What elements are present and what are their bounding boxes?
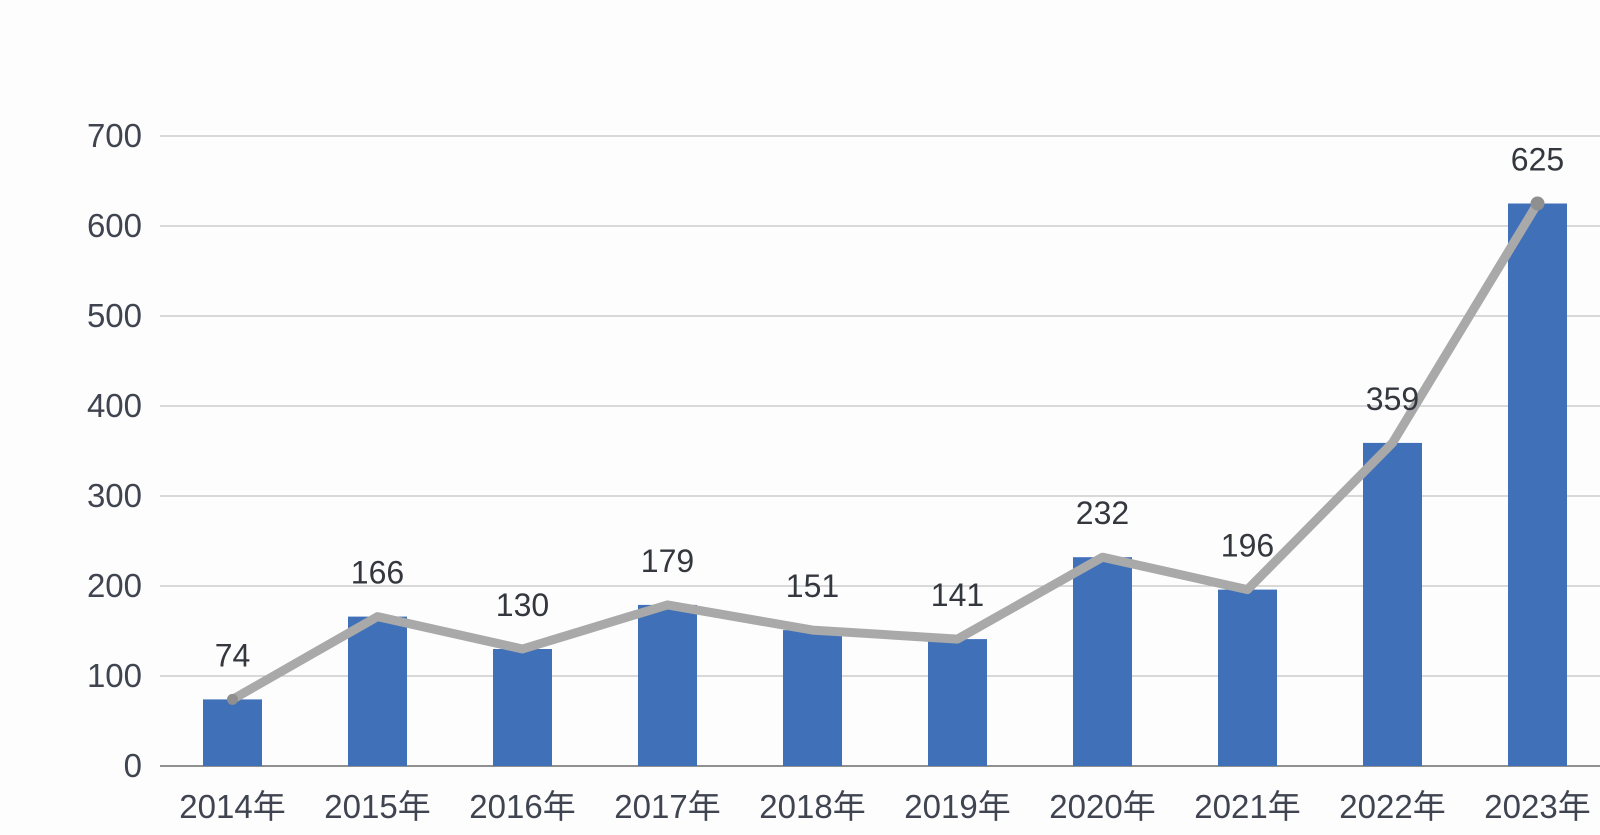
bar-2020年 <box>1073 557 1132 766</box>
line-end-marker <box>1530 196 1545 211</box>
bar-2021年 <box>1218 589 1277 766</box>
y-tick-label: 200 <box>87 567 142 604</box>
yearly-bar-line-chart: 0 100 200 300 400 500 600 700 74 166 130 179 151 141 2… <box>40 16 1600 835</box>
x-tick-label: 2017年 <box>614 788 720 825</box>
trend-line <box>228 199 1542 704</box>
x-tick-label: 2023年 <box>1484 788 1590 825</box>
x-tick-label: 2019年 <box>904 788 1010 825</box>
data-label: 196 <box>1221 528 1274 564</box>
y-tick-label: 100 <box>87 657 142 694</box>
y-tick-label: 400 <box>87 387 142 424</box>
bar-2015年 <box>348 616 407 766</box>
y-tick-label: 500 <box>87 297 142 334</box>
data-label: 179 <box>641 543 694 579</box>
bar-2019年 <box>928 639 987 766</box>
x-tick-label: 2020年 <box>1049 788 1155 825</box>
bar-2018年 <box>783 630 842 766</box>
x-tick-label: 2015年 <box>324 788 430 825</box>
y-tick-label: 300 <box>87 477 142 514</box>
y-tick-label: 0 <box>124 747 142 784</box>
data-label: 359 <box>1366 381 1419 417</box>
line-start-marker <box>227 693 238 705</box>
data-label: 141 <box>931 577 984 613</box>
data-label: 625 <box>1511 142 1564 178</box>
data-label: 166 <box>351 555 404 591</box>
bar-2017年 <box>638 604 697 766</box>
x-tick-label: 2014年 <box>179 788 285 825</box>
bar-2022年 <box>1363 442 1422 766</box>
bar-2016年 <box>493 649 552 766</box>
bar-2023年 <box>1508 203 1567 766</box>
y-tick-label: 700 <box>87 117 142 154</box>
x-tick-label: 2016年 <box>469 788 575 825</box>
y-tick-label: 600 <box>87 207 142 244</box>
x-tick-label: 2018年 <box>759 788 865 825</box>
data-label: 232 <box>1076 495 1129 531</box>
data-label: 130 <box>496 587 549 623</box>
chart-canvas: 0 100 200 300 400 500 600 700 74 166 130 179 151 141 2… <box>87 117 1600 825</box>
data-label: 151 <box>786 568 839 604</box>
x-tick-label: 2021年 <box>1194 788 1300 825</box>
x-tick-label: 2022年 <box>1339 788 1445 825</box>
bar-2014年 <box>203 699 262 766</box>
data-label: 74 <box>215 637 251 673</box>
